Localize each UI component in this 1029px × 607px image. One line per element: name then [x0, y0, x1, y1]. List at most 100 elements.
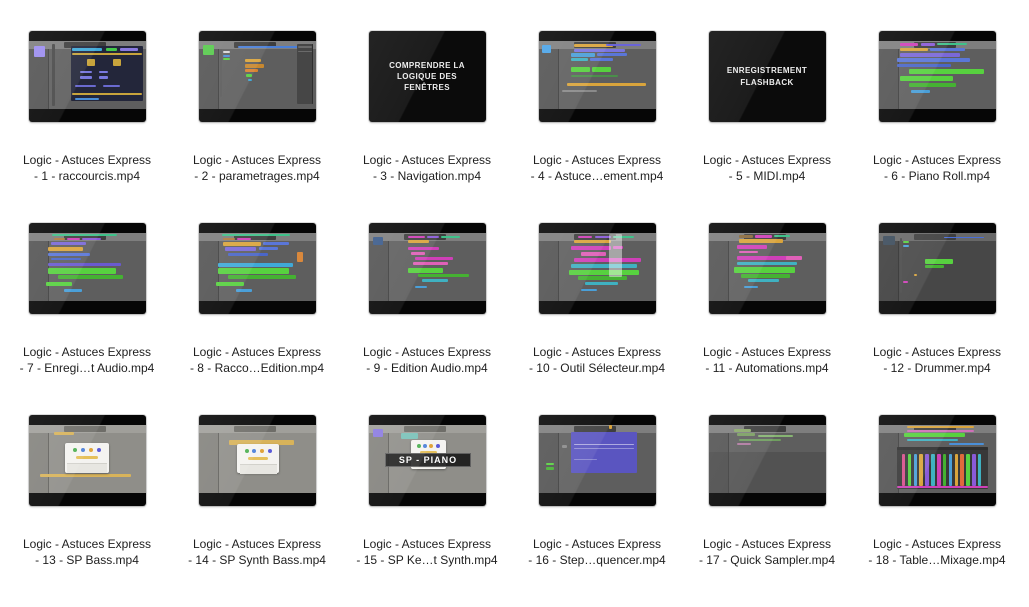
- daw-clip: [71, 47, 103, 52]
- file-item[interactable]: Logic - Astuces Express - 13 - SP Bass.mp…: [2, 415, 172, 607]
- daw-screen: [198, 233, 316, 302]
- file-thumbnail[interactable]: [878, 223, 996, 314]
- daw-track-headers: [198, 49, 220, 110]
- daw-toolbar: [198, 425, 316, 434]
- file-thumbnail[interactable]: [28, 223, 146, 314]
- file-thumbnail[interactable]: [368, 223, 486, 314]
- daw-toolbar: [198, 233, 316, 242]
- daw-clip: [592, 66, 612, 73]
- daw-clip: [216, 282, 245, 286]
- daw-clip: [87, 58, 96, 67]
- daw-clip: [245, 68, 259, 73]
- daw-toolbar: [368, 425, 486, 434]
- file-thumbnail[interactable]: SP - PIANO: [368, 415, 486, 506]
- file-label: Logic - Astuces Express - 14 - SP Synth B…: [188, 537, 326, 567]
- daw-clip: [79, 71, 92, 74]
- daw-clip: [238, 46, 314, 48]
- daw-clip: [568, 269, 640, 275]
- daw-clip: [227, 275, 296, 280]
- daw-clip: [925, 265, 945, 269]
- file-item[interactable]: Logic - Astuces Express - 10 - Outil Séle…: [512, 223, 682, 415]
- file-label: Logic - Astuces Express - 13 - SP Bass.mp…: [22, 537, 152, 567]
- daw-clip: [911, 90, 930, 93]
- daw-screen: [708, 233, 826, 302]
- file-thumbnail[interactable]: [538, 415, 656, 506]
- daw-toolbar: [538, 425, 656, 434]
- file-label: Logic - Astuces Express - 3 - Navigation.…: [362, 153, 492, 183]
- file-label: Logic - Astuces Express - 9 - Edition Aud…: [362, 345, 492, 375]
- file-item[interactable]: Logic - Astuces Express - 9 - Edition Aud…: [342, 223, 512, 415]
- daw-clip: [373, 429, 383, 438]
- file-thumbnail[interactable]: [538, 31, 656, 122]
- daw-clip: [906, 429, 975, 432]
- daw-clip: [960, 453, 964, 487]
- daw-lcd-display: [63, 41, 106, 48]
- file-thumbnail[interactable]: [28, 31, 146, 122]
- daw-clip: [736, 433, 756, 436]
- file-thumbnail[interactable]: [708, 223, 826, 314]
- file-label: Logic - Astuces Express - 4 - Astuce…emen…: [530, 153, 664, 183]
- file-thumbnail[interactable]: ENREGISTREMENT FLASHBACK: [708, 31, 826, 122]
- file-thumbnail[interactable]: [878, 31, 996, 122]
- daw-clip: [63, 288, 83, 292]
- file-item[interactable]: COMPRENDRE LA LOGIQUE DES FENÊTRES Logic…: [342, 31, 512, 223]
- file-item[interactable]: Logic - Astuces Express - 11 - Automation…: [682, 223, 852, 415]
- daw-clip: [427, 235, 439, 238]
- file-thumbnail[interactable]: [198, 415, 316, 506]
- file-thumbnail[interactable]: [198, 223, 316, 314]
- file-thumbnail[interactable]: [878, 415, 996, 506]
- file-thumbnail[interactable]: COMPRENDRE LA LOGIQUE DES FENÊTRES: [368, 31, 486, 122]
- daw-lcd-display: [403, 233, 446, 240]
- daw-clip: [741, 273, 791, 279]
- daw-clip: [227, 253, 268, 257]
- daw-track-headers: [538, 49, 560, 110]
- file-item[interactable]: Logic - Astuces Express - 16 - Step…quenc…: [512, 415, 682, 607]
- daw-screen: [28, 425, 146, 494]
- file-item[interactable]: Logic - Astuces Express - 12 - Drummer.mp…: [852, 223, 1022, 415]
- daw-clip: [219, 49, 222, 97]
- daw-clip: [883, 235, 895, 246]
- daw-clip: [589, 58, 614, 61]
- dialog-icons: [416, 444, 441, 449]
- daw-clip: [734, 267, 796, 273]
- daw-clip: [736, 256, 791, 261]
- daw-clip: [223, 241, 261, 246]
- daw-clip: [913, 453, 918, 487]
- file-item[interactable]: Logic - Astuces Express - 17 - Quick Samp…: [682, 415, 852, 607]
- daw-clip: [972, 453, 976, 487]
- daw-clip: [408, 235, 425, 239]
- daw-clip: [119, 47, 139, 51]
- daw-lcd-display: [403, 425, 446, 432]
- file-thumbnail[interactable]: [28, 415, 146, 506]
- file-item[interactable]: Logic - Astuces Express - 2 - parametrage…: [172, 31, 342, 223]
- file-item[interactable]: SP - PIANO Logic - Astuces Express - 15 -…: [342, 415, 512, 607]
- file-item[interactable]: Logic - Astuces Express - 7 - Enregi…t Au…: [2, 223, 172, 415]
- file-item[interactable]: Logic - Astuces Express - 1 - raccourcis.…: [2, 31, 172, 223]
- file-item[interactable]: Logic - Astuces Express - 18 - Table…Mixa…: [852, 415, 1022, 607]
- file-item[interactable]: Logic - Astuces Express - 4 - Astuce…emen…: [512, 31, 682, 223]
- file-item[interactable]: Logic - Astuces Express - 6 - Piano Roll.…: [852, 31, 1022, 223]
- daw-clip: [573, 447, 635, 449]
- daw-clip: [757, 434, 793, 437]
- daw-clip: [571, 53, 595, 57]
- daw-screen: [878, 233, 996, 302]
- daw-clip: [422, 279, 449, 283]
- file-thumbnail[interactable]: [708, 415, 826, 506]
- daw-clip: [954, 453, 959, 487]
- daw-clip: [70, 46, 144, 102]
- daw-clip: [571, 58, 588, 61]
- daw-clip: [545, 467, 554, 471]
- daw-track-headers: [28, 49, 50, 110]
- file-thumbnail[interactable]: [538, 223, 656, 314]
- file-item[interactable]: Logic - Astuces Express - 14 - SP Synth B…: [172, 415, 342, 607]
- daw-clip: [112, 58, 121, 67]
- file-item[interactable]: ENREGISTREMENT FLASHBACK Logic - Astuces…: [682, 31, 852, 223]
- file-thumbnail[interactable]: [198, 31, 316, 122]
- daw-track-headers: [878, 49, 900, 110]
- daw-clip: [296, 252, 303, 262]
- daw-clip: [311, 43, 314, 104]
- file-item[interactable]: Logic - Astuces Express - 8 - Racco…Editi…: [172, 223, 342, 415]
- daw-clip: [903, 245, 909, 247]
- daw-clip: [948, 442, 984, 445]
- daw-clip: [578, 275, 628, 281]
